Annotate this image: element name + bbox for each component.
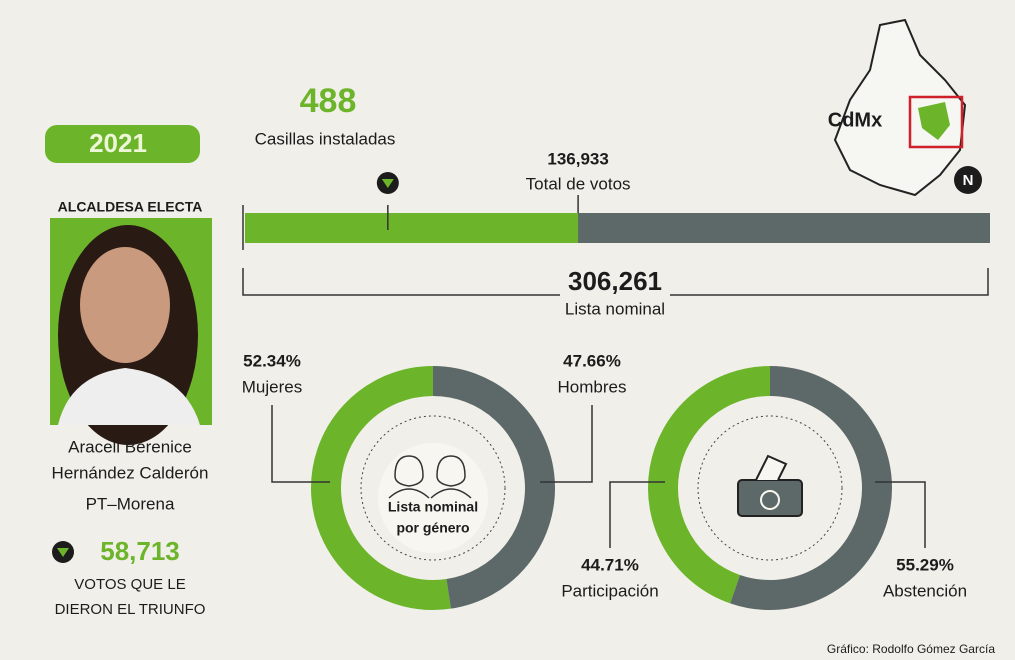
year: 2021 <box>89 128 147 158</box>
value-label: 47.66% <box>563 351 621 370</box>
category-label: Total de votos <box>526 174 631 193</box>
value-label: 44.71% <box>581 555 639 574</box>
center <box>378 443 488 553</box>
candidate-marker-arrow <box>381 179 394 188</box>
center-label: por género <box>396 520 469 536</box>
candidate-party: PT–Morena <box>86 494 175 513</box>
photo <box>58 225 200 445</box>
value-label: 55.29% <box>896 555 954 574</box>
north-icon <box>954 166 982 194</box>
north: N <box>963 172 974 189</box>
people-icon <box>388 455 472 499</box>
votes-icon <box>57 548 69 557</box>
candidate-heading: ALCALDESA ELECTA <box>58 199 203 215</box>
map-area <box>918 102 950 140</box>
category-label: Lista nominal <box>565 299 665 318</box>
category-label: Mujeres <box>242 377 302 396</box>
bar-votes <box>245 213 579 243</box>
donut-segment <box>648 366 771 604</box>
candidate-name: Araceli Berenice <box>68 437 192 456</box>
donut-inner <box>360 415 506 561</box>
donut-segment <box>311 366 451 610</box>
credit: Gráfico: Rodolfo Gómez García <box>827 642 995 656</box>
category-label: Participación <box>561 581 658 600</box>
check <box>760 490 780 510</box>
ballot-box <box>737 479 803 517</box>
value-label: 52.34% <box>243 351 301 370</box>
value-label: 136,933 <box>547 149 608 168</box>
value-label: 306,261 <box>568 266 662 296</box>
center-label: Lista nominal <box>388 499 478 515</box>
map-highlight <box>908 95 964 149</box>
donut-segment <box>432 366 555 609</box>
map-outline <box>833 18 967 197</box>
bracket <box>242 268 989 296</box>
casillas-number: 488 <box>300 82 357 120</box>
votes-caption: VOTOS QUE LE <box>74 576 185 593</box>
candidate-name: Hernández Calderón <box>52 463 209 482</box>
donut-inner <box>697 415 843 561</box>
ballot <box>755 454 788 481</box>
map-label: CdMx <box>828 109 882 131</box>
leader <box>609 481 926 548</box>
votes-caption: DIERON EL TRIUNFO <box>55 601 206 618</box>
year-box <box>45 125 200 163</box>
donut-segment <box>730 366 892 610</box>
category-label: Abstención <box>883 581 967 600</box>
category-label: Hombres <box>558 377 627 396</box>
candidate-votes: 58,713 <box>100 536 180 566</box>
casillas-label: Casillas instaladas <box>255 129 396 148</box>
leader <box>271 405 593 483</box>
